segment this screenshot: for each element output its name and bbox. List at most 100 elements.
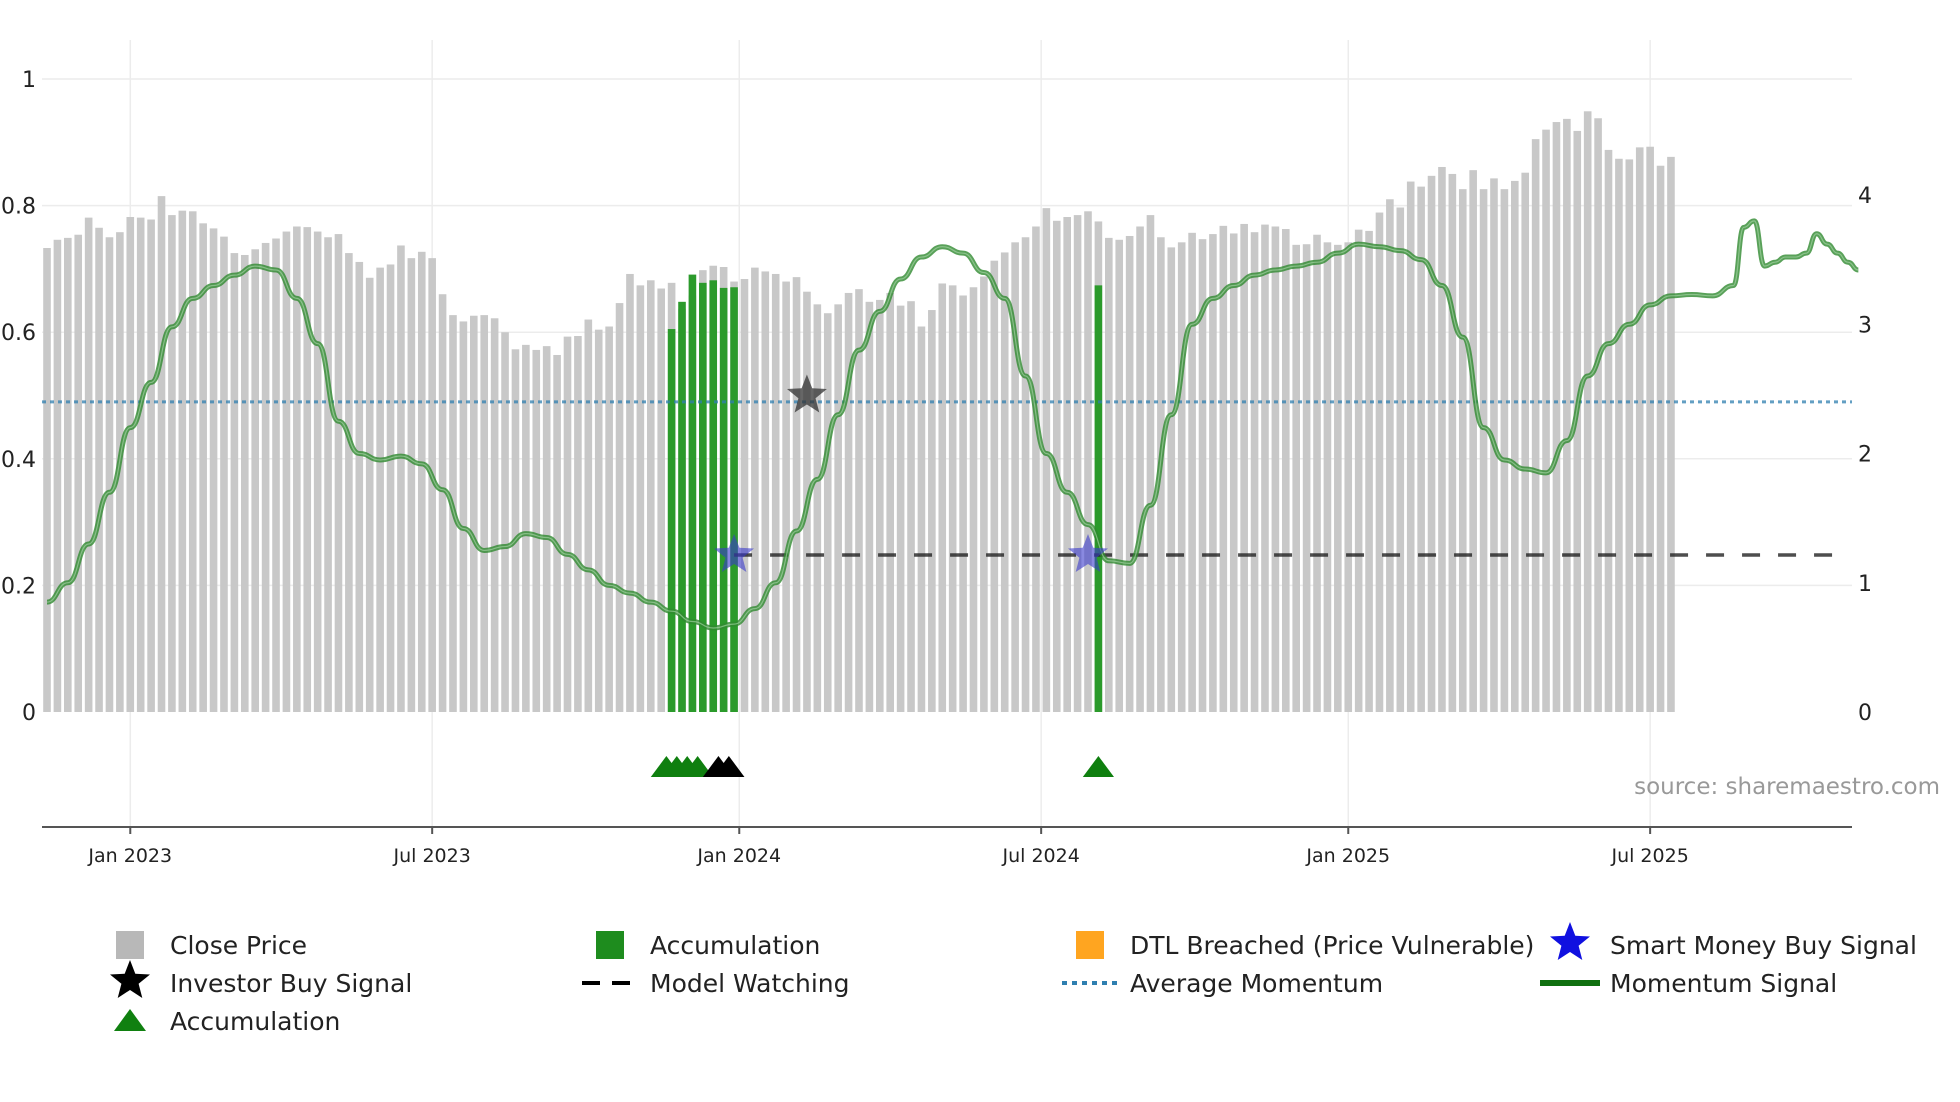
close-price-bar (105, 237, 114, 712)
close-price-bar (282, 231, 291, 713)
close-price-bar (209, 228, 218, 712)
close-price-bar (605, 326, 613, 712)
legend-label-accumulation-triangle: Accumulation (170, 1007, 340, 1036)
close-price-bar (532, 349, 541, 712)
close-price-bar (1063, 216, 1071, 712)
close-price-bar (626, 273, 634, 712)
close-price-bar (1229, 233, 1238, 712)
close-price-bar (1667, 156, 1675, 712)
accumulation-bar (667, 329, 676, 712)
close-price-bar (1406, 181, 1415, 712)
close-price-bar (886, 292, 895, 712)
close-price-bar (1115, 239, 1124, 713)
close-price-bar (64, 237, 72, 712)
close-price-bar (1042, 208, 1051, 712)
left-tick-label: 0 (22, 701, 36, 726)
close-price-bar (1032, 226, 1040, 712)
x-tick-label: Jul 2023 (393, 845, 471, 867)
close-price-bar (948, 285, 957, 712)
close-price-bar (1469, 170, 1477, 713)
close-price-bar (376, 267, 384, 712)
close-price-bar (1646, 146, 1654, 712)
close-price-bar (751, 267, 759, 712)
close-price-bar (251, 249, 259, 713)
close-price-bar (240, 254, 249, 712)
close-price-bar (636, 285, 645, 712)
x-tick-label: Jan 2024 (696, 845, 781, 867)
close-price-bar (865, 301, 874, 712)
close-price-bar (126, 216, 135, 712)
close-price-bar (574, 335, 582, 712)
close-price-bar (563, 336, 572, 712)
close-price-bar (1198, 239, 1207, 713)
legend-symbol-accumulation-bar (596, 931, 624, 959)
close-price-bar (1313, 234, 1321, 712)
legend-symbol-accumulation-triangle (114, 1009, 146, 1031)
close-price-bar (1552, 122, 1561, 712)
left-tick-label: 0.6 (1, 321, 36, 346)
close-price-bar (782, 281, 790, 712)
close-price-bar (1188, 232, 1196, 712)
close-price-bar (1344, 242, 1353, 712)
close-price-bar (1542, 129, 1550, 712)
accumulation-markers (650, 756, 1115, 777)
accumulation-bar (1094, 285, 1103, 712)
close-price-bar (761, 271, 770, 712)
right-tick-label: 1 (1858, 572, 1872, 597)
close-price-bar (261, 242, 270, 712)
legend-label-model-watching: Model Watching (650, 969, 850, 998)
close-price-bar (324, 237, 332, 712)
close-price-bar (646, 280, 655, 712)
accumulation-marker-black (713, 756, 745, 777)
close-price-bar (1177, 242, 1186, 712)
close-price-bar (1635, 147, 1644, 712)
close-price-bar (230, 253, 239, 712)
momentum-signal-layer (46, 218, 1859, 631)
legend-label-investor-buy: Investor Buy Signal (170, 969, 412, 998)
right-tick-label: 3 (1858, 313, 1872, 338)
close-price-bar (1167, 247, 1176, 713)
close-price-bar (178, 210, 187, 712)
accumulation-bar (730, 287, 738, 712)
close-price-bar (1563, 118, 1571, 712)
close-price-bar (386, 264, 395, 712)
close-price-bars (43, 111, 1675, 713)
close-price-bar (823, 313, 832, 712)
close-price-bar (1250, 232, 1259, 712)
close-price-bar (272, 238, 280, 713)
close-price-bar (345, 253, 353, 712)
close-price-bar (438, 294, 447, 712)
close-price-bar (896, 305, 905, 712)
close-price-bar (397, 245, 405, 712)
close-price-bar (53, 239, 62, 713)
close-price-bar (1365, 230, 1373, 713)
x-tick-label: Jan 2025 (1305, 845, 1390, 867)
legend-symbol-smart-money (1550, 922, 1590, 960)
close-price-bar (1594, 118, 1602, 713)
close-price-bar (417, 251, 426, 712)
accumulation-bar (709, 280, 718, 712)
close-price-bar (188, 211, 197, 712)
close-price-bar (771, 273, 780, 712)
legend-label-dtl-breached: DTL Breached (Price Vulnerable) (1130, 931, 1534, 960)
investor-buy-star (787, 374, 827, 413)
close-price-bar (928, 310, 936, 712)
momentum-signal-highlight (46, 220, 1859, 629)
axes-layer: 0 0.2 0.4 0.6 0.8 1 0 1 2 3 4 Jan 2023 Jul 2023 Jan 2… (1, 68, 1872, 867)
close-price-bar (855, 289, 863, 712)
close-price-bar (501, 332, 509, 712)
close-price-bar (1011, 242, 1019, 712)
close-price-bar (480, 315, 489, 712)
x-tick-label: Jul 2024 (1001, 845, 1079, 867)
close-price-bar (522, 344, 530, 712)
accumulation-marker-green (1082, 756, 1115, 777)
close-price-bar (594, 329, 603, 712)
close-price-bar (293, 226, 301, 712)
close-price-bar (147, 219, 155, 712)
close-price-bar (199, 223, 207, 712)
close-price-bar (907, 301, 915, 712)
close-price-bar (74, 234, 83, 712)
legend-label-close-price: Close Price (170, 931, 307, 960)
